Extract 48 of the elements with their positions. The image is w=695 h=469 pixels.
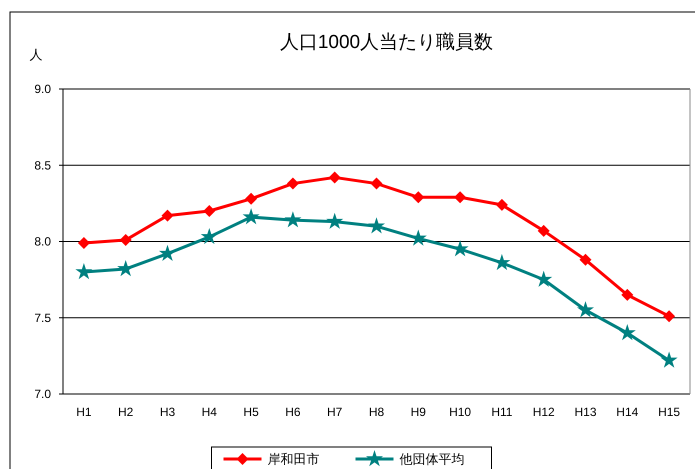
point (618, 324, 636, 340)
point (284, 211, 302, 228)
point (245, 192, 258, 205)
point (660, 351, 678, 368)
point (200, 228, 218, 244)
x-tick-label: H15 (658, 405, 680, 419)
x-tick-label: H11 (491, 405, 513, 419)
point (286, 178, 299, 190)
point (663, 310, 676, 322)
point (496, 198, 508, 211)
legend-label: 他団体平均 (400, 452, 464, 467)
x-tick-label: H10 (449, 405, 472, 419)
x-tick-label: H14 (616, 405, 639, 419)
point (242, 208, 260, 224)
point (120, 234, 132, 246)
y-tick-label: 7.0 (34, 387, 52, 402)
chart-title: 人口1000人当たり職員数 (280, 32, 494, 53)
x-tick-label: H4 (202, 405, 218, 419)
point (412, 191, 424, 204)
x-tick-label: H2 (118, 405, 134, 419)
y-tick-label: 9.0 (34, 82, 52, 96)
y-tick-label: 8.0 (34, 234, 52, 249)
point (368, 217, 386, 234)
point (78, 237, 90, 250)
x-tick-label: H5 (243, 405, 260, 419)
point (621, 288, 634, 301)
legend-label: 岸和田市 (268, 452, 320, 467)
x-tick-label: H13 (574, 405, 597, 419)
point (203, 205, 216, 217)
x-tick-label: H12 (532, 405, 556, 419)
x-tick-label: H9 (410, 405, 426, 419)
point (162, 210, 174, 222)
point (538, 224, 550, 237)
x-tick-label: H3 (160, 405, 176, 419)
point (370, 178, 382, 190)
x-tick-label: H7 (327, 405, 343, 419)
y-axis-title: 人 (30, 47, 42, 62)
point (75, 263, 92, 280)
y-tick-label: 8.5 (34, 158, 52, 172)
y-tick-label: 7.5 (34, 310, 52, 325)
x-tick-label: H1 (76, 405, 92, 419)
x-tick-label: H6 (285, 405, 301, 419)
x-tick-label: H8 (368, 405, 384, 419)
point (326, 212, 344, 229)
point (580, 254, 592, 266)
point (576, 301, 594, 318)
point (454, 191, 466, 204)
point (328, 171, 341, 184)
